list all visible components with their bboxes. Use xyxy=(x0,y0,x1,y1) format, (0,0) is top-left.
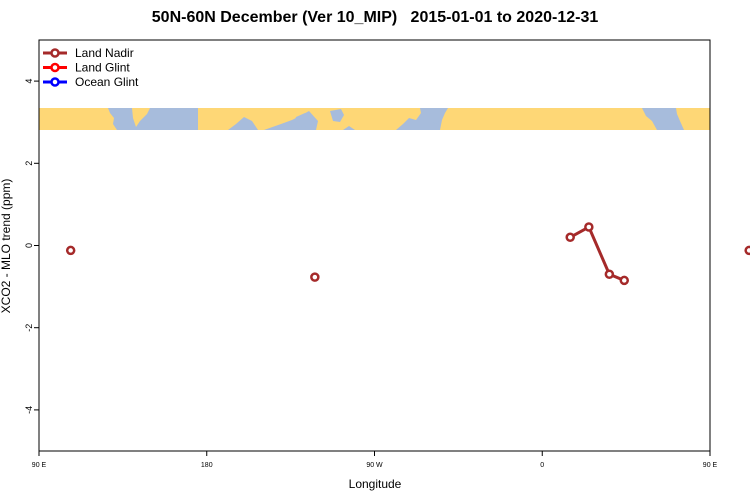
water-baltic xyxy=(429,111,441,124)
y-tick-label: -4 xyxy=(24,406,34,414)
map-strip xyxy=(39,108,710,130)
water-labrador xyxy=(330,109,344,122)
map-strip-land xyxy=(39,108,710,130)
legend-marker xyxy=(50,62,60,73)
legend-label: Land Glint xyxy=(75,61,130,75)
data-point xyxy=(604,269,615,280)
y-tick-label: 4 xyxy=(24,79,34,84)
data-point xyxy=(310,272,320,282)
chart-title: 50N-60N December (Ver 10_MIP) 2015-01-01… xyxy=(151,9,599,26)
data-point xyxy=(565,232,575,243)
land-siberia-west xyxy=(39,108,117,130)
x-tick-label: 90 W xyxy=(366,462,383,469)
series-layer xyxy=(65,222,750,286)
data-point xyxy=(584,222,594,232)
data-point xyxy=(619,275,630,286)
water-kamchatka-sea xyxy=(658,110,670,122)
y-tick-label: 0 xyxy=(24,243,34,248)
y-tick-label: 2 xyxy=(24,161,34,166)
land-kamchatka xyxy=(132,108,150,127)
data-point xyxy=(744,245,750,256)
x-tick-label: 90 E xyxy=(32,462,47,469)
land-alaska-canada xyxy=(198,108,421,130)
x-tick-label: 0 xyxy=(540,462,544,469)
x-tick-label: 180 xyxy=(201,462,213,469)
legend-label: Land Nadir xyxy=(75,46,134,60)
y-tick-label: -2 xyxy=(24,324,34,332)
x-tick-label: 90 E xyxy=(703,462,718,469)
y-axis-title: XCO2 - MLO trend (ppm) xyxy=(0,179,13,314)
x-axis-title: Longitude xyxy=(349,477,402,491)
land-europe-asia xyxy=(440,108,657,130)
land-siberia-east xyxy=(676,108,710,130)
legend-label: Ocean Glint xyxy=(75,75,139,89)
water-hudson-bay xyxy=(294,113,312,127)
y-axis: 4 2 0 -2 -4 xyxy=(24,79,39,414)
map-strip-water xyxy=(294,109,670,127)
legend-marker xyxy=(50,48,60,58)
series-line-land-nadir xyxy=(569,225,625,282)
data-point xyxy=(65,245,76,256)
plot-frame xyxy=(38,39,711,452)
legend-marker xyxy=(50,77,60,87)
